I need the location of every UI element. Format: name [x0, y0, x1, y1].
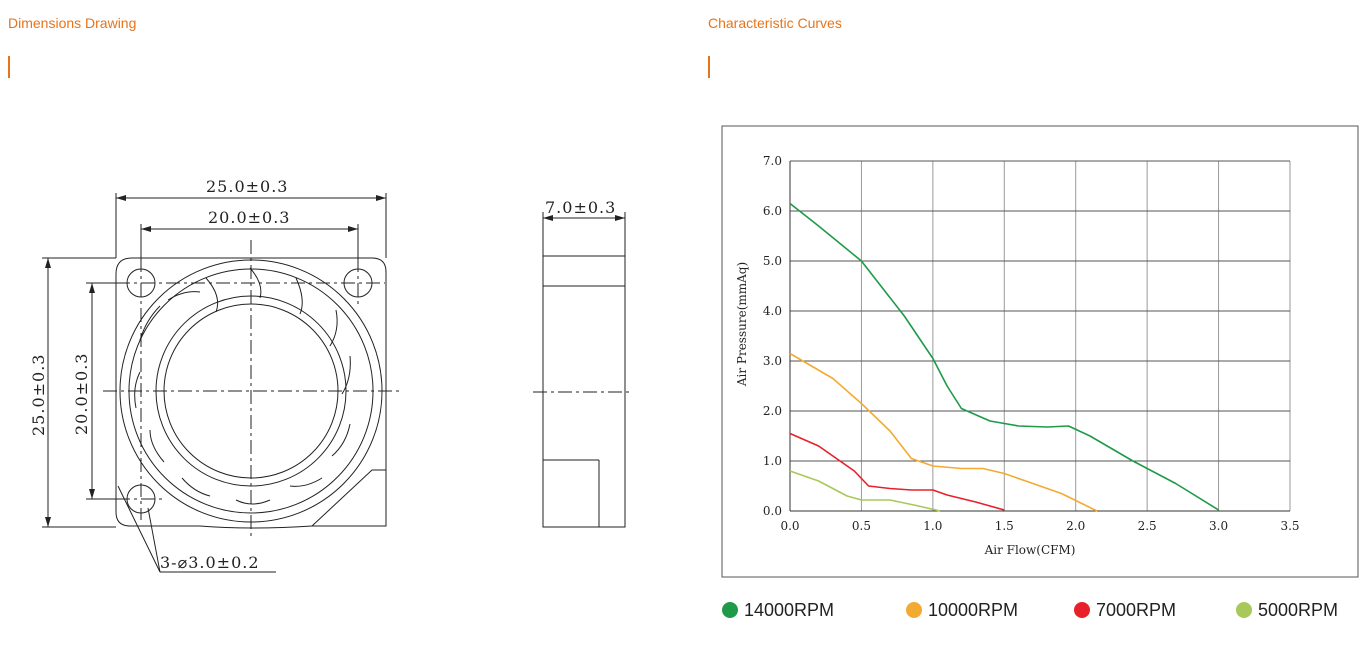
legend-item: 7000RPM [1074, 598, 1176, 622]
y-tick-label: 5.0 [763, 254, 782, 268]
legend-swatch [722, 602, 738, 618]
y-tick-label: 7.0 [763, 154, 782, 168]
chart-frame [721, 125, 1359, 578]
legend-label: 5000RPM [1258, 599, 1339, 620]
x-tick-label: 3.0 [1209, 519, 1228, 533]
fan-side-view [533, 212, 632, 528]
legend-label: 10000RPM [928, 599, 1019, 620]
chart-ticks: 0.0 0.5 1.0 1.5 2.0 2.5 3.0 3.5 0.0 1.0 2.0 3.0 4.0 5… [763, 154, 1300, 533]
fan-frame-outline [115, 257, 387, 529]
series-line-7000RPM [789, 432, 1005, 511]
series-line-14000RPM [789, 202, 1220, 511]
x-tick-label: 1.5 [995, 519, 1014, 533]
dimensions-drawing: 25.0±0.3 20.0±0.3 25.0±0.3 20.0±0.3 7.0±… [29, 177, 632, 573]
y-tick-label: 3.0 [763, 354, 782, 368]
chart-series [789, 202, 1220, 512]
x-tick-label: 2.0 [1066, 519, 1085, 533]
x-tick-label: 1.0 [923, 519, 942, 533]
chart-legend: 14000RPM 10000RPM 7000RPM 5000RPM [722, 598, 1358, 622]
legend-item: 10000RPM [906, 598, 1018, 622]
x-tick-label: 3.5 [1280, 519, 1299, 533]
x-tick-label: 0.5 [852, 519, 871, 533]
y-axis-label: Air Pressure(mmAq) [735, 262, 749, 387]
dimension-lines [42, 193, 387, 573]
chart-grid [789, 160, 1291, 512]
series-line-10000RPM [789, 352, 1098, 512]
y-tick-label: 6.0 [763, 204, 782, 218]
x-axis-label: Air Flow(CFM) [984, 543, 1076, 557]
dim-width-overall: 25.0±0.3 [206, 177, 288, 196]
dimension-arrows [45, 195, 625, 527]
legend-item: 5000RPM [1236, 598, 1338, 622]
legend-swatch [1236, 602, 1252, 618]
legend-swatch [906, 602, 922, 618]
y-tick-label: 2.0 [763, 404, 782, 418]
series-line-5000RPM [789, 470, 941, 512]
y-tick-label: 0.0 [763, 504, 782, 518]
dim-hole-note: 3-⌀3.0±0.2 [160, 553, 260, 572]
curves-section-title: Characteristic Curves [708, 15, 842, 31]
dim-height-holes: 20.0±0.3 [72, 353, 91, 435]
curves-accent-bar [708, 56, 710, 78]
dim-height-overall: 25.0±0.3 [29, 354, 48, 436]
fan-frame-notch [311, 469, 386, 527]
dimensions-section-title: Dimensions Drawing [8, 15, 137, 31]
dimensions-accent-bar [8, 56, 10, 78]
legend-label: 14000RPM [744, 599, 835, 620]
dim-depth: 7.0±0.3 [545, 198, 616, 217]
x-tick-label: 0.0 [780, 519, 799, 533]
x-tick-label: 2.5 [1138, 519, 1157, 533]
legend-label: 7000RPM [1096, 599, 1177, 620]
y-tick-label: 4.0 [763, 304, 782, 318]
legend-swatch [1074, 602, 1090, 618]
dim-width-holes: 20.0±0.3 [208, 208, 290, 227]
y-tick-label: 1.0 [763, 454, 782, 468]
legend-item: 14000RPM [722, 598, 834, 622]
